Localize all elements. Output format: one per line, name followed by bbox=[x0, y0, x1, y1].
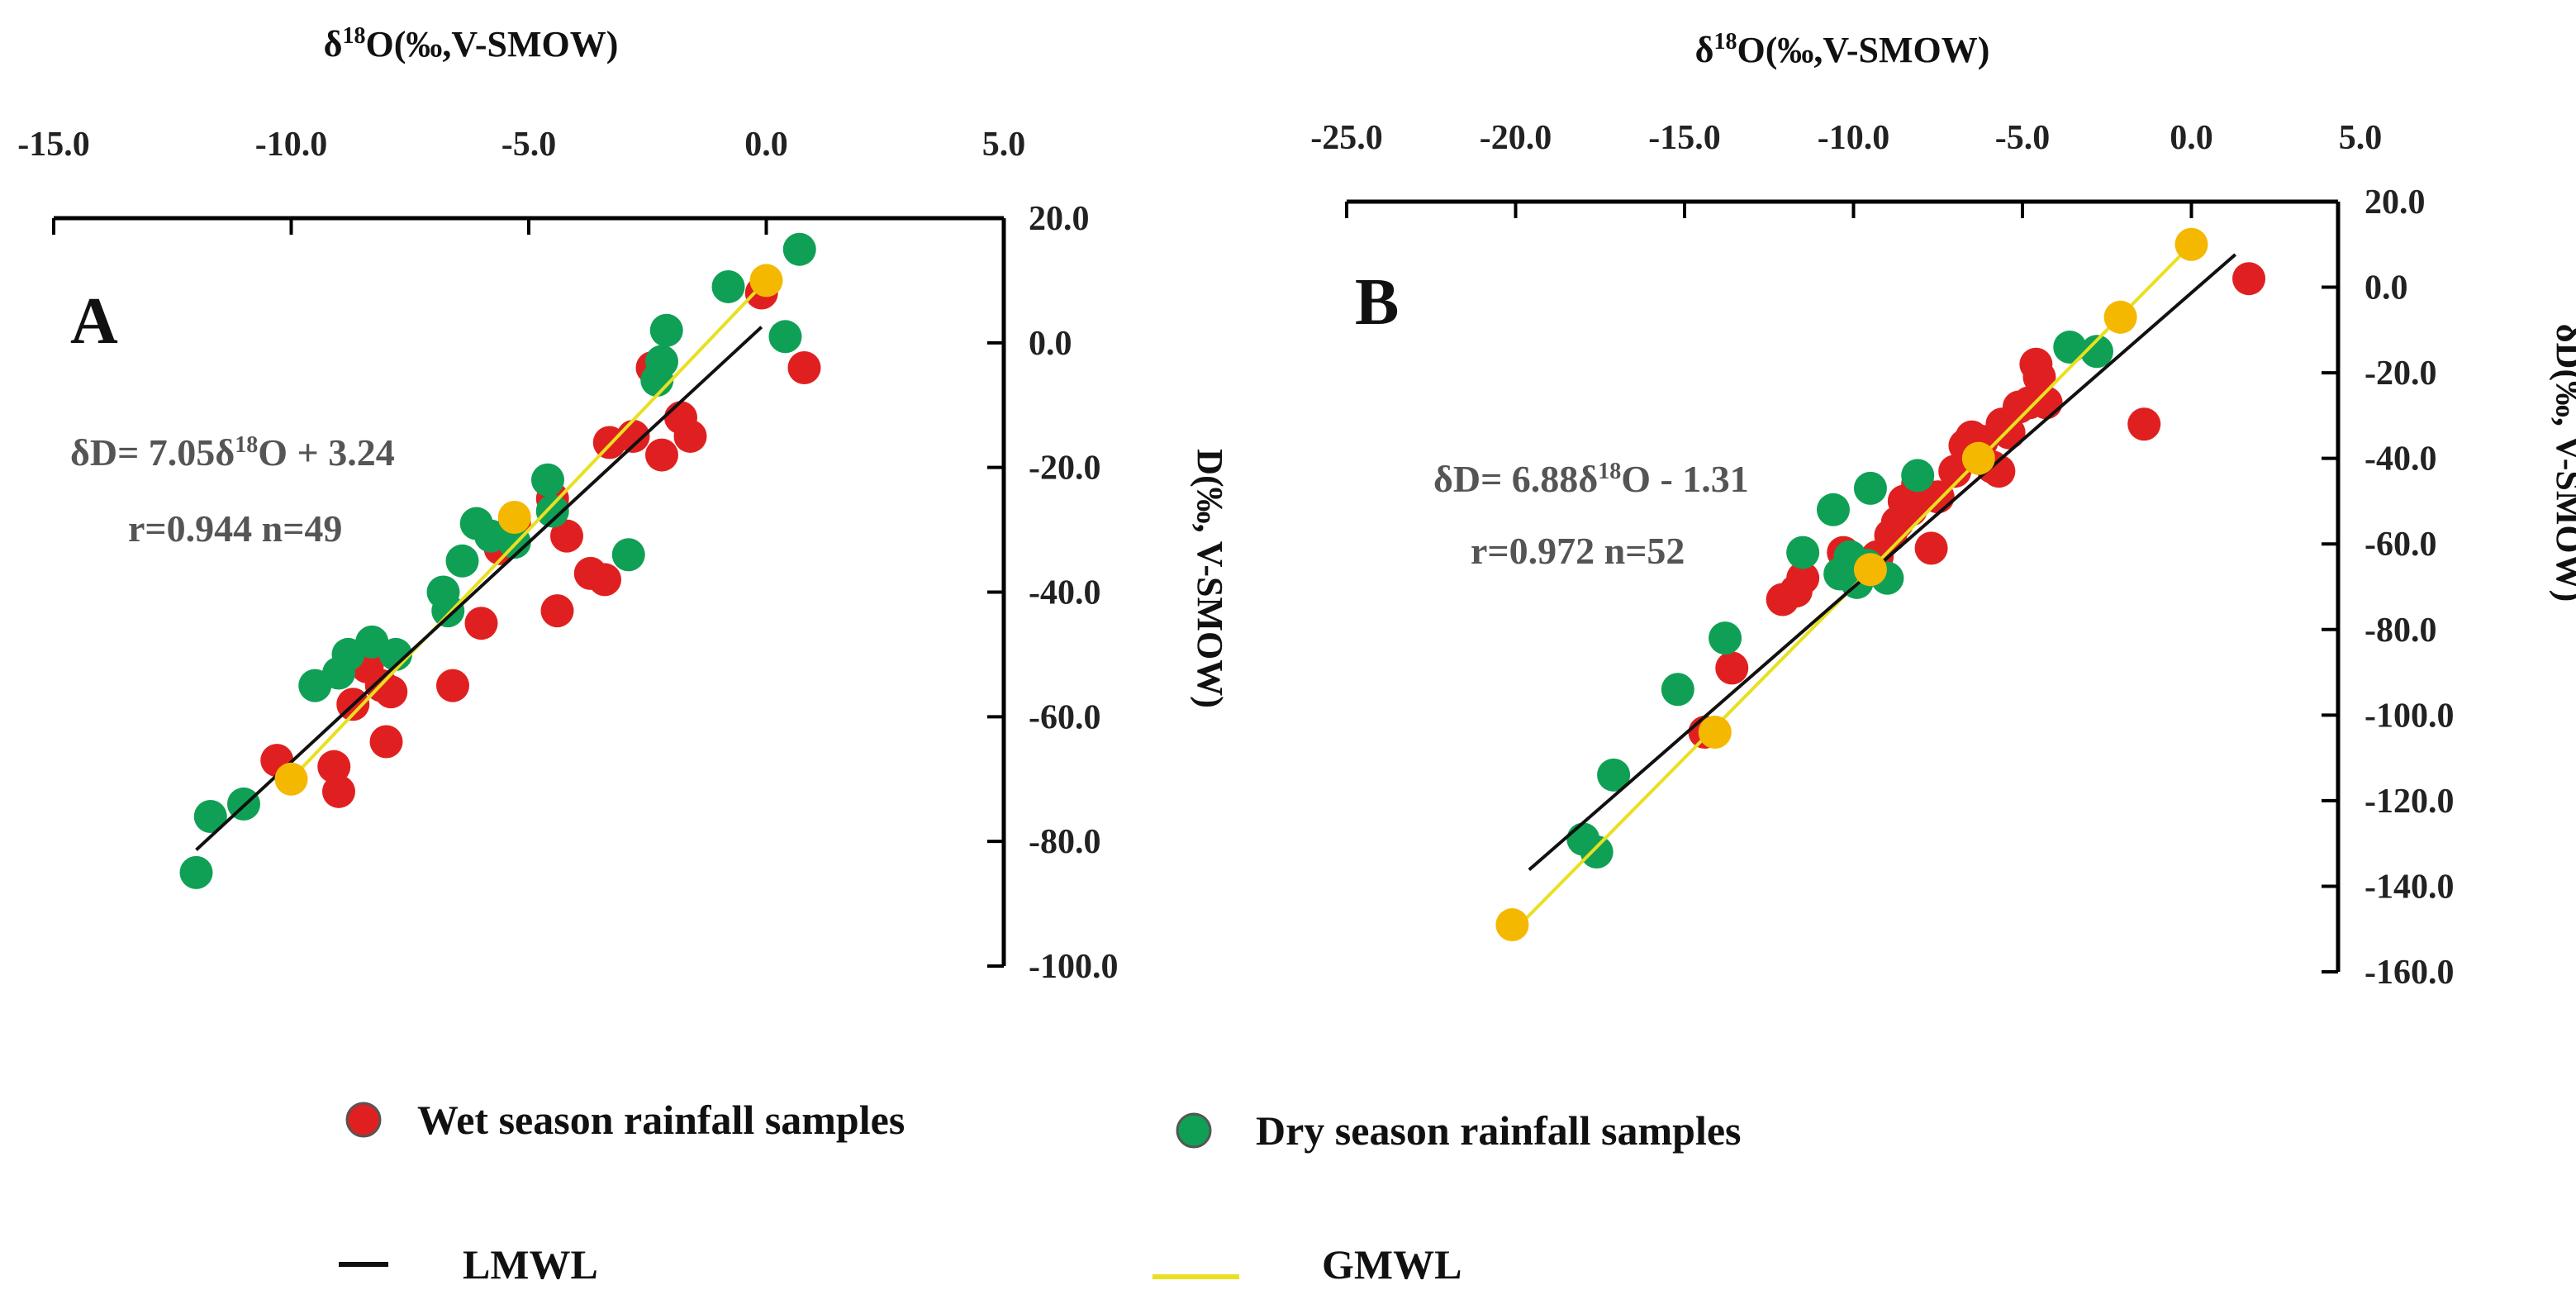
panel-b-wet-point bbox=[2127, 407, 2161, 441]
panel-a-dry-point bbox=[768, 320, 802, 354]
panel-b-y-tick-label: -120.0 bbox=[2365, 783, 2455, 821]
panel-b-gmwl-point bbox=[1961, 441, 1995, 475]
panel-a-y-tick-label: -100.0 bbox=[1029, 948, 1119, 986]
panel-a-dry-point bbox=[535, 494, 569, 528]
panel-b-wet-point bbox=[1914, 531, 1948, 565]
panel-b-dry-point bbox=[1816, 493, 1850, 526]
panel-b-y-tick-label: -160.0 bbox=[2365, 954, 2455, 992]
panel-a-y-tick-label: 20.0 bbox=[1029, 200, 1090, 238]
panel-a-wet-point bbox=[322, 774, 355, 808]
panel-a-x-tick-label: -15.0 bbox=[17, 126, 90, 164]
panel-b-dry-point bbox=[2079, 335, 2113, 369]
panel-a-dry-point bbox=[531, 463, 564, 497]
panel-a-wet-point bbox=[550, 519, 583, 553]
panel-b-dry-point bbox=[1853, 471, 1887, 505]
panel-b-stats: r=0.972 n=52 bbox=[1471, 530, 1685, 572]
panel-a-wet-point bbox=[369, 725, 403, 759]
panel-a-gmwl-point bbox=[749, 264, 783, 298]
panel-b-x-axis-title: δ18O(‰,V-SMOW) bbox=[1695, 29, 1990, 70]
panel-a-wet-point bbox=[588, 563, 621, 597]
panel-a-wet-point bbox=[645, 438, 678, 472]
panel-b-y-tick-label: -140.0 bbox=[2365, 868, 2455, 906]
panel-b-gmwl-point bbox=[2174, 227, 2208, 261]
panel-b-gmwl-point bbox=[1853, 553, 1887, 587]
panel-b-y-tick-label: -60.0 bbox=[2365, 526, 2437, 564]
legend-wet-label: Wet season rainfall samples bbox=[417, 1097, 905, 1143]
panel-a-chart: -15.0 -10.0 -5.0 0.0 5.020.0 0.0 -20.0 -40.0 -60… bbox=[17, 126, 1118, 986]
panel-b-x-tick-label: -15.0 bbox=[1648, 119, 1721, 157]
panel-a-wet-point bbox=[540, 594, 574, 628]
legend: Wet season rainfall samples Dry season r… bbox=[339, 1097, 1742, 1288]
panel-b-dry-point bbox=[1786, 536, 1820, 569]
panel-b-gmwl-point bbox=[1698, 716, 1732, 750]
panel-b-wet-point bbox=[2232, 262, 2266, 296]
panel-a-wet-point bbox=[464, 607, 498, 640]
legend-gmwl-label: GMWL bbox=[1322, 1241, 1461, 1288]
panel-a-dry-point bbox=[179, 855, 213, 889]
panel-b-wet-point bbox=[1786, 561, 1820, 595]
panel-b-y-axis-title: δD(‰, V-SMOW) bbox=[2549, 324, 2576, 602]
panel-a-label: A bbox=[70, 285, 118, 358]
panel-b-label: B bbox=[1355, 266, 1399, 339]
panel-b-y-tick-label: 0.0 bbox=[2365, 269, 2408, 307]
panel-b-gmwl-point bbox=[2103, 300, 2137, 334]
panel-b-y-tick-label: -100.0 bbox=[2365, 697, 2455, 735]
panel-b-dry-point bbox=[1580, 835, 1614, 869]
panel-a-x-tick-label: -10.0 bbox=[255, 126, 328, 164]
panel-b-dry-point bbox=[1901, 459, 1935, 493]
panel-a-dry-point bbox=[649, 313, 683, 347]
panel-b-y-tick-label: -80.0 bbox=[2365, 612, 2437, 650]
panel-a-dry-point bbox=[645, 345, 678, 378]
legend-wet-marker bbox=[345, 1102, 382, 1138]
panel-a-x-axis-title: δ18O(‰,V-SMOW) bbox=[324, 23, 619, 64]
panel-b-x-tick-label: 5.0 bbox=[2339, 119, 2383, 157]
legend-dry-marker bbox=[1176, 1112, 1212, 1149]
panel-a-y-tick-label: -60.0 bbox=[1029, 698, 1101, 736]
panel-b-x-tick-label: -10.0 bbox=[1818, 119, 1890, 157]
panel-a-x-tick-label: -5.0 bbox=[501, 126, 557, 164]
panel-b-equation: δD= 6.88δ18O - 1.31 bbox=[1433, 458, 1749, 500]
legend-lmwl-label: LMWL bbox=[463, 1241, 598, 1288]
panel-b-dry-point bbox=[1709, 621, 1742, 655]
panel-a-wet-point bbox=[673, 419, 707, 453]
panel-b-wet-point bbox=[2022, 360, 2056, 394]
panel-a-stats: r=0.944 n=49 bbox=[128, 507, 342, 550]
panel-a-gmwl-point bbox=[497, 501, 531, 534]
panel-a-y-tick-label: -80.0 bbox=[1029, 823, 1101, 861]
panel-b-dry-point bbox=[1661, 673, 1694, 707]
panel-a-gmwl-line bbox=[290, 279, 768, 781]
panel-b-y-tick-label: -40.0 bbox=[2365, 440, 2437, 478]
panel-b-x-tick-label: -25.0 bbox=[1310, 119, 1383, 157]
panel-b-y-tick-label: -20.0 bbox=[2365, 355, 2437, 393]
panel-a-gmwl-point bbox=[274, 762, 308, 796]
panel-b-chart: -25.0 -20.0 -15.0 -10.0 -5.0 0.0 5.0 20.0 0.0 -20… bbox=[1310, 119, 2454, 992]
panel-a-x-tick-label: 0.0 bbox=[744, 126, 788, 164]
panel-a-wet-point bbox=[436, 669, 469, 702]
panel-a-y-tick-label: 0.0 bbox=[1029, 325, 1072, 363]
panel-b-y-tick-label: 20.0 bbox=[2365, 183, 2426, 221]
panel-a-y-tick-label: -40.0 bbox=[1029, 574, 1101, 612]
panel-b-x-tick-label: 0.0 bbox=[2170, 119, 2213, 157]
panel-a-y-tick-label: -20.0 bbox=[1029, 450, 1101, 488]
panel-b-gmwl-point bbox=[1495, 908, 1529, 942]
legend-dry-label: Dry season rainfall samples bbox=[1256, 1107, 1742, 1154]
panel-a-x-tick-label: 5.0 bbox=[982, 126, 1026, 164]
panel-b-x-tick-label: -20.0 bbox=[1480, 119, 1552, 157]
panel-a-dry-point bbox=[711, 269, 745, 303]
panel-a-dry-point bbox=[782, 232, 816, 266]
panel-a-dry-point bbox=[445, 544, 479, 578]
panel-b-dry-point bbox=[2053, 331, 2087, 364]
panel-b-wet-point bbox=[1715, 651, 1749, 685]
panel-a-wet-point bbox=[787, 351, 821, 384]
panel-a-y-axis-title: D(‰, V-SMOW) bbox=[1190, 449, 1230, 708]
panel-a-dry-point bbox=[611, 538, 645, 572]
panel-a-wet-point bbox=[317, 750, 351, 783]
panel-a-equation: δD= 7.05δ18O + 3.24 bbox=[70, 431, 395, 474]
panel-b-x-tick-label: -5.0 bbox=[1995, 119, 2051, 157]
panel-b-dry-point bbox=[1597, 758, 1631, 792]
panel-b-wet-point bbox=[1992, 416, 2026, 450]
panel-a-dry-point bbox=[431, 594, 465, 628]
panel-a-dry-point bbox=[193, 800, 227, 833]
